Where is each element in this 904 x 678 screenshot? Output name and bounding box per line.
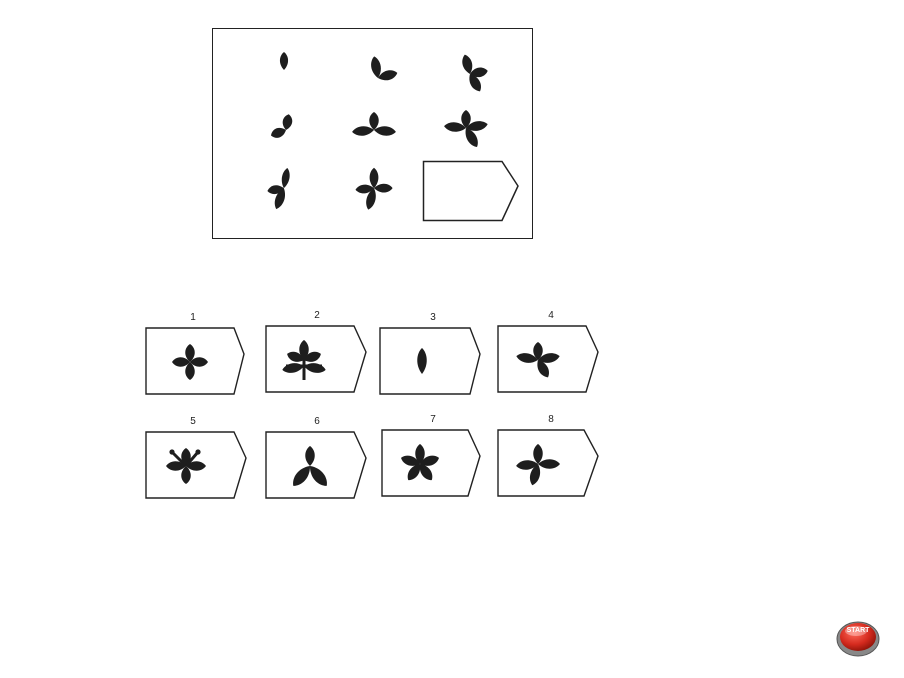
leaf-petal (462, 54, 473, 74)
puzzle-matrix-frame (212, 28, 533, 239)
leaf-petal (166, 461, 186, 471)
leaf-petal (304, 351, 321, 362)
leaf-petal (420, 455, 440, 466)
missing-figure-box (422, 160, 519, 222)
leaf-petal (181, 466, 191, 484)
leaf-petal (374, 183, 393, 193)
leaf-petal (537, 360, 549, 378)
leaf-petal (533, 342, 543, 360)
matrix-cell-1-3 (462, 54, 488, 92)
leaf-petal (274, 188, 286, 210)
leaf-petal (516, 353, 538, 363)
matrix-cell-2-3 (444, 110, 488, 148)
leaf-petal (533, 444, 543, 464)
matrix-cell-1-2 (371, 56, 398, 81)
leaf-petal (400, 455, 420, 466)
leaf-petal (299, 340, 309, 360)
leaf-petal (282, 114, 293, 130)
matrix-cell-1-1 (279, 52, 289, 70)
leaf-petal (293, 466, 311, 486)
matrix-cell-3-1 (267, 168, 290, 210)
option-number: 8 (548, 414, 554, 425)
leaf-petal (304, 363, 326, 373)
leaf-petal (185, 362, 195, 380)
leaf-stem (170, 450, 188, 468)
leaf-petal (465, 128, 478, 148)
leaf-petal (470, 67, 488, 78)
answer-option-4[interactable]: 4 (496, 310, 606, 398)
start-button-icon (836, 621, 880, 657)
leaf-petal (305, 446, 315, 466)
option-number: 5 (190, 416, 196, 427)
leaf-petal (270, 127, 286, 138)
leaf-petal (186, 461, 206, 471)
leaf-petal (371, 56, 381, 78)
leaf-petal (287, 351, 304, 362)
leaf-petal (369, 112, 379, 130)
leaf-petal (279, 52, 289, 70)
leaf-petal (516, 460, 538, 470)
answer-option-7[interactable]: 7 (378, 414, 488, 502)
leaf-petal (415, 444, 425, 464)
matrix-cell-3-2 (355, 167, 393, 210)
leaf-petal (374, 126, 396, 136)
leaf-petal (190, 357, 208, 367)
option-number: 2 (314, 310, 320, 321)
answer-option-2[interactable]: 2 (262, 310, 372, 398)
leaf-petal (538, 353, 560, 363)
leaf-petal (352, 126, 374, 136)
leaf-petal (366, 188, 376, 210)
answer-option-1[interactable]: 1 (138, 312, 248, 400)
start-button[interactable]: START (836, 618, 882, 658)
leaf-petal (185, 344, 195, 362)
leaf-petal (466, 121, 488, 131)
leaf-petal (529, 464, 541, 486)
leaf-petal (419, 464, 433, 481)
answer-option-8[interactable]: 8 (496, 414, 606, 502)
option-number: 1 (190, 312, 196, 323)
leaf-petal (444, 122, 466, 132)
answer-option-5[interactable]: 5 (138, 416, 248, 504)
matrix-cell-2-2 (352, 112, 396, 136)
stamen-dot (169, 449, 175, 455)
option-number: 6 (314, 416, 320, 427)
leaf-stem (184, 451, 200, 467)
leaf-petal (282, 363, 304, 373)
option-number: 4 (548, 310, 554, 321)
leaf-petal (355, 184, 374, 194)
leaf-petal (172, 357, 190, 367)
stamen-dot (195, 449, 201, 455)
leaf-petal (461, 110, 471, 128)
leaf-petal (469, 74, 481, 92)
leaf-petal (407, 464, 421, 481)
matrix-cell-2-1 (270, 114, 293, 138)
answer-option-3[interactable]: 3 (378, 312, 488, 400)
answer-option-6[interactable]: 6 (262, 416, 372, 504)
leaf-petal (378, 70, 398, 81)
leaf-petal (281, 168, 290, 189)
leaf-petal (417, 348, 427, 374)
option-number: 3 (430, 312, 436, 323)
leaf-petal (369, 167, 379, 189)
option-number: 7 (430, 414, 436, 425)
leaf-petal (538, 459, 560, 469)
leaf-petal (309, 466, 327, 486)
start-button-label: START (846, 627, 870, 634)
